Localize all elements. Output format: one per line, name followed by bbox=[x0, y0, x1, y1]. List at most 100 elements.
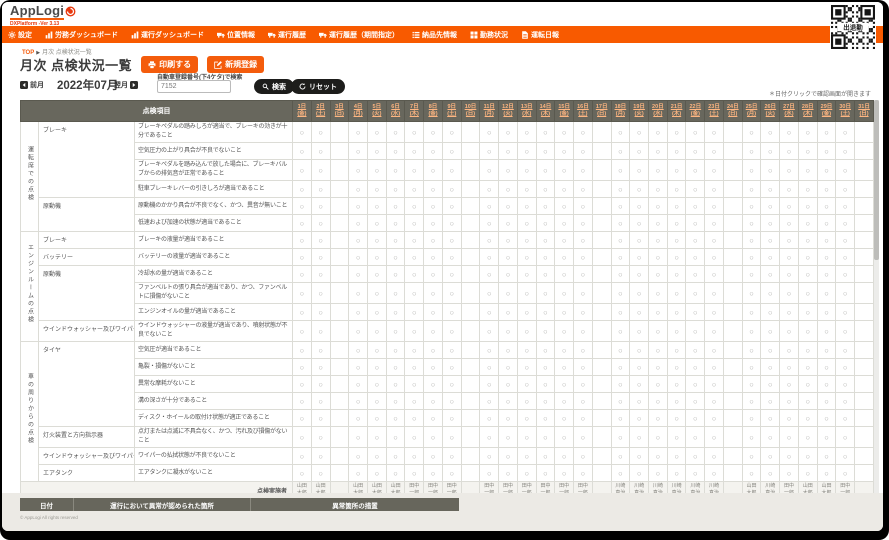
date-column-header-24[interactable]: 24日 (日) bbox=[722, 100, 743, 122]
check-cell: ○ bbox=[292, 320, 312, 342]
date-column-header-9[interactable]: 9日 (土) bbox=[441, 100, 462, 122]
date-column-header-28[interactable]: 28日 (木) bbox=[797, 100, 818, 122]
check-cell: ○ bbox=[685, 320, 706, 342]
date-column-header-19[interactable]: 19日 (火) bbox=[629, 100, 649, 122]
check-cell: ○ bbox=[479, 426, 500, 448]
date-column-header-2[interactable]: 2日 (土) bbox=[310, 100, 331, 122]
date-column-header-6[interactable]: 6日 (水) bbox=[385, 100, 406, 122]
check-cell: ○ bbox=[292, 426, 312, 448]
check-cell: ○ bbox=[704, 358, 724, 376]
scrollbar-thumb[interactable] bbox=[874, 100, 879, 260]
date-column-header-21[interactable]: 21日 (木) bbox=[666, 100, 687, 122]
breadcrumb-home-link[interactable]: TOP bbox=[22, 50, 35, 56]
date-column-header-30[interactable]: 30日 (土) bbox=[835, 100, 856, 122]
check-cell: ○ bbox=[797, 409, 818, 427]
next-month-button[interactable]: 翌月 bbox=[114, 80, 138, 90]
check-cell: ○ bbox=[685, 303, 706, 321]
date-column-header-7[interactable]: 7日 (木) bbox=[404, 100, 425, 122]
date-column-header-4[interactable]: 4日 (月) bbox=[348, 100, 368, 122]
check-cell: ○ bbox=[554, 121, 575, 143]
date-column-header-27[interactable]: 27日 (水) bbox=[779, 100, 799, 122]
nav-item-label: 運行ダッシュボード bbox=[141, 31, 204, 39]
date-column-header-18[interactable]: 18日 (月) bbox=[610, 100, 631, 122]
check-cell: ○ bbox=[779, 282, 799, 304]
check-cell: ○ bbox=[554, 265, 575, 283]
check-cell: ○ bbox=[385, 159, 406, 181]
anomaly-col-date: 日付 bbox=[20, 498, 74, 511]
check-cell: ○ bbox=[835, 180, 856, 198]
truck-icon bbox=[268, 32, 276, 38]
date-column-header-20[interactable]: 20日 (水) bbox=[647, 100, 668, 122]
date-column-header-15[interactable]: 15日 (金) bbox=[554, 100, 575, 122]
check-cell: ○ bbox=[348, 121, 368, 143]
nav-item-3[interactable]: 運行ダッシュボード bbox=[131, 30, 204, 40]
check-cell: ○ bbox=[647, 142, 668, 160]
date-column-header-10[interactable]: 10日 (日) bbox=[460, 100, 481, 122]
check-cell: ○ bbox=[554, 180, 575, 198]
date-column-header-17[interactable]: 17日 (日) bbox=[591, 100, 612, 122]
check-cell: ○ bbox=[685, 121, 706, 143]
check-cell: ○ bbox=[423, 303, 443, 321]
check-cell: ○ bbox=[704, 121, 724, 143]
check-cell: ○ bbox=[535, 265, 556, 283]
check-cell bbox=[329, 214, 350, 232]
reset-button[interactable]: リセット bbox=[291, 79, 345, 94]
new-entry-button[interactable]: 新規登録 bbox=[207, 56, 265, 73]
check-cell: ○ bbox=[760, 392, 781, 410]
date-column-header-25[interactable]: 25日 (月) bbox=[741, 100, 762, 122]
check-cell: ○ bbox=[797, 180, 818, 198]
check-cell: ○ bbox=[779, 197, 799, 215]
check-cell: ○ bbox=[366, 265, 387, 283]
check-cell: ○ bbox=[366, 426, 387, 448]
date-column-header-22[interactable]: 22日 (金) bbox=[685, 100, 706, 122]
check-cell: ○ bbox=[704, 248, 724, 266]
date-column-header-29[interactable]: 29日 (金) bbox=[816, 100, 837, 122]
check-cell: ○ bbox=[404, 197, 425, 215]
print-button[interactable]: 印刷する bbox=[141, 56, 199, 73]
date-column-header-23[interactable]: 23日 (土) bbox=[704, 100, 724, 122]
vehicle-number-search-input[interactable] bbox=[157, 80, 231, 93]
scrollbar-track[interactable] bbox=[874, 100, 879, 499]
check-cell: ○ bbox=[479, 180, 500, 198]
search-button[interactable]: 検索 bbox=[254, 79, 294, 94]
date-column-header-14[interactable]: 14日 (木) bbox=[535, 100, 556, 122]
check-cell bbox=[591, 375, 612, 393]
check-cell: ○ bbox=[310, 180, 331, 198]
check-cell: ○ bbox=[554, 303, 575, 321]
date-column-header-5[interactable]: 5日 (火) bbox=[366, 100, 387, 122]
date-column-header-16[interactable]: 16日 (土) bbox=[573, 100, 593, 122]
nav-item-8[interactable]: 勤務状況 bbox=[470, 30, 508, 40]
next-arrow-icon bbox=[130, 81, 138, 89]
date-column-header-26[interactable]: 26日 (火) bbox=[760, 100, 781, 122]
nav-item-6[interactable]: 運行履歴（期間指定） bbox=[319, 30, 399, 40]
date-column-header-3[interactable]: 3日 (日) bbox=[329, 100, 350, 122]
prev-month-button[interactable]: 前月 bbox=[20, 80, 44, 90]
check-cell: ○ bbox=[779, 392, 799, 410]
check-cell: ○ bbox=[835, 426, 856, 448]
inspection-item-cell: ワイパーの払拭状態が不良でないこと bbox=[133, 447, 294, 465]
nav-item-5[interactable]: 運行履歴 bbox=[268, 30, 306, 40]
check-cell: ○ bbox=[423, 248, 443, 266]
nav-item-7[interactable]: 納品先情報 bbox=[412, 30, 457, 40]
check-cell: ○ bbox=[685, 214, 706, 232]
nav-item-1[interactable]: 設定 bbox=[8, 30, 32, 40]
inspection-item-cell: 原動機のかかり具合が不良でなく、かつ、異音が無いこと bbox=[133, 197, 294, 215]
nav-item-2[interactable]: 労務ダッシュボード bbox=[45, 30, 118, 40]
check-cell: ○ bbox=[441, 197, 462, 215]
check-cell: ○ bbox=[385, 375, 406, 393]
date-column-header-31[interactable]: 31日 (日) bbox=[854, 100, 874, 122]
date-column-header-1[interactable]: 1日 (金) bbox=[292, 100, 312, 122]
nav-item-9[interactable]: 運転日報 bbox=[521, 30, 559, 40]
date-column-header-12[interactable]: 12日 (火) bbox=[498, 100, 518, 122]
check-cell: ○ bbox=[498, 282, 518, 304]
inspection-item-cell: 点灯または点滅に不具合なく、かつ、汚れ及び損傷がないこと bbox=[133, 426, 294, 448]
nav-item-4[interactable]: 位置情報 bbox=[217, 30, 255, 40]
check-cell bbox=[460, 214, 481, 232]
date-column-header-8[interactable]: 8日 (金) bbox=[423, 100, 443, 122]
date-column-header-13[interactable]: 13日 (水) bbox=[516, 100, 537, 122]
date-column-header-11[interactable]: 11日 (月) bbox=[479, 100, 500, 122]
check-cell bbox=[329, 197, 350, 215]
check-cell bbox=[329, 464, 350, 482]
check-cell: ○ bbox=[385, 341, 406, 359]
check-cell: ○ bbox=[797, 375, 818, 393]
